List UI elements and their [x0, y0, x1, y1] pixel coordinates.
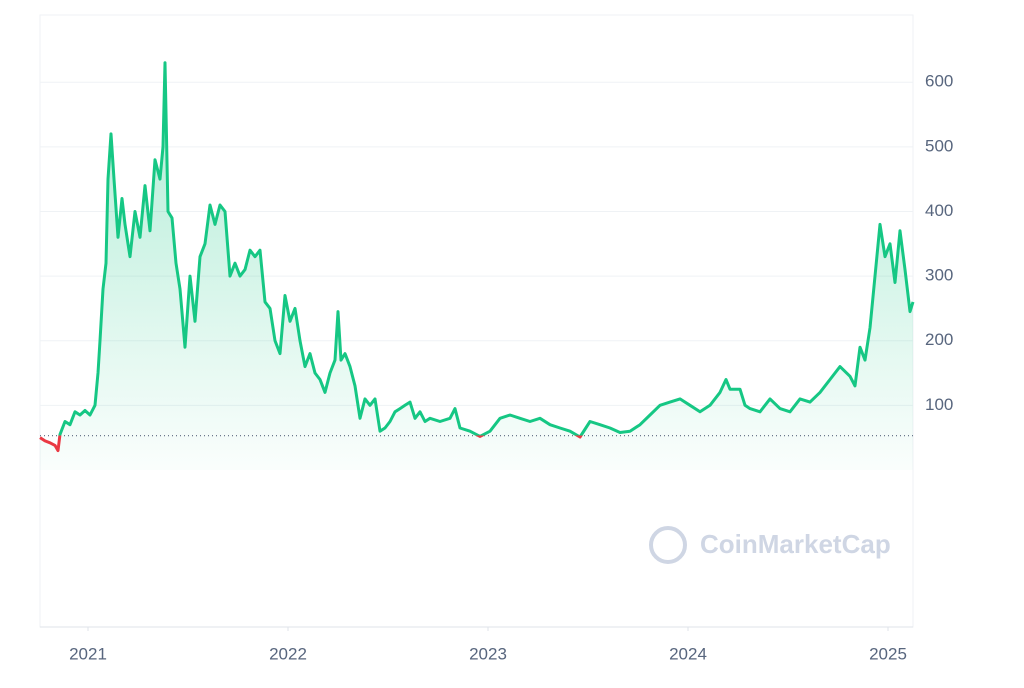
y-tick-label: 600	[925, 72, 953, 91]
x-tick-label: 2023	[469, 644, 507, 663]
price-line	[39, 61, 915, 453]
y-tick-label: 400	[925, 201, 953, 220]
x-tick-label: 2021	[69, 644, 107, 663]
y-tick-label: 200	[925, 330, 953, 349]
y-tick-label: 300	[925, 266, 953, 285]
x-tick-label: 2022	[269, 644, 307, 663]
x-tick-label: 2025	[869, 644, 907, 663]
y-tick-label: 100	[925, 395, 953, 414]
watermark-logo	[649, 526, 687, 564]
watermark: CoinMarketCap	[649, 526, 891, 564]
watermark-text: CoinMarketCap	[700, 529, 891, 559]
price-area	[40, 62, 913, 470]
x-tick-label: 2024	[669, 644, 707, 663]
y-tick-label: 500	[925, 136, 953, 155]
